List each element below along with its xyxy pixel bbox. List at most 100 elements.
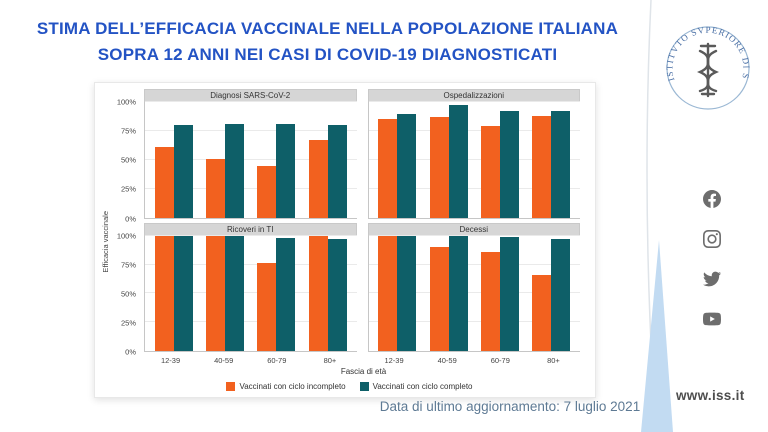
bar-incompleto-12-39 [154,235,174,352]
panel-decessi: Decessi [367,222,580,353]
bar-completo-80+ [327,239,347,352]
x-axis-labels: 12-39 40-59 60-79 80+ 12-39 40-59 60-79 80+ [112,356,587,366]
bar-completo-80+ [551,111,571,218]
y-tick-0: 0% [125,347,136,357]
gridline-75 [145,263,357,265]
bar-group-40-59 [199,235,250,352]
gridline-100 [368,234,580,236]
y-axis-title: Efficacia vaccinale [99,89,112,395]
bar-completo-60-79 [276,123,296,218]
bar-incompleto-40-59 [206,235,226,352]
bar-group-80+ [526,102,577,218]
legend-label-incompleto: Vaccinati con ciclo incompleto [239,382,346,391]
page-title-line2: SOPRA 12 ANNI NEI CASI DI COVID-19 DIAGN… [97,45,558,65]
svg-text:ISTITVTO SVPERIORE DI SANITÀ: ISTITVTO SVPERIORE DI SANITÀ [662,20,752,82]
gridline-50 [368,158,580,160]
y-axis-ticks: 0% 25% 50% 75% 100% [112,98,140,224]
bar-group-12-39 [372,102,423,218]
bar-incompleto-12-39 [378,119,398,218]
bar-completo-12-39 [173,125,193,218]
legend-swatch-incompleto [226,382,236,391]
bar-incompleto-40-59 [429,247,449,352]
bar-completo-60-79 [499,236,519,352]
gridline-50 [145,292,357,294]
x-axis-spacer [112,356,140,366]
y-tick-25: 25% [120,318,136,328]
bar-incompleto-60-79 [257,263,277,352]
x-label-60-79: 60-79 [490,356,510,366]
plot-ospedalizzazioni [367,101,580,219]
bar-group-40-59 [199,102,250,218]
bar-completo-12-39 [397,113,417,218]
iss-logo: ISTITVTO SVPERIORE DI SANITÀ [662,20,752,110]
website-link[interactable]: www.iss.it [676,388,745,403]
bar-incompleto-40-59 [206,158,226,218]
bar-completo-60-79 [499,111,519,218]
bar-group-60-79 [474,102,525,218]
bar-group-40-59 [423,235,474,352]
bar-group-60-79 [251,102,302,218]
x-label-40-59: 40-59 [437,356,457,366]
bar-group-60-79 [251,236,302,352]
x-labels-right: 12-39 40-59 60-79 80+ [368,356,581,366]
x-label-80+: 80+ [547,356,560,366]
bar-incompleto-40-59 [429,117,449,218]
legend-label-completo: Vaccinati con ciclo completo [372,382,473,391]
panel-diagnosi: Diagnosi SARS-CoV-2 [144,89,357,219]
gridline-25 [145,321,357,323]
last-update-note: Data di ultimo aggiornamento: 7 luglio 2… [379,399,641,414]
plot-diagnosi [144,101,357,219]
bar-incompleto-12-39 [154,147,174,218]
gridline-75 [145,129,357,131]
gridline-100 [145,234,357,236]
plot-ricoveri [144,234,357,353]
x-label-12-39: 12-39 [384,356,404,366]
iss-logo-text: ISTITVTO SVPERIORE DI SANITÀ [662,20,751,82]
bar-group-60-79 [474,236,525,352]
bar-incompleto-80+ [308,140,328,218]
bar-incompleto-80+ [532,274,552,352]
plot-decessi [367,234,580,353]
x-labels-left: 12-39 40-59 60-79 80+ [144,356,357,366]
legend-item-completo: Vaccinati con ciclo completo [359,382,473,391]
chart-legend: Vaccinati con ciclo incompleto Vaccinati… [112,378,587,395]
y-tick-50: 50% [120,289,136,299]
gridline-25 [368,187,580,189]
twitter-icon[interactable] [703,270,721,288]
bar-completo-60-79 [276,237,296,352]
bar-group-12-39 [148,102,199,218]
y-tick-100: 100% [116,97,136,107]
page-title-line1: STIMA DELL’EFFICACIA VACCINALE NELLA POP… [36,19,619,38]
gridline-100 [145,101,357,102]
gridline-100 [368,101,580,102]
bar-group-12-39 [148,235,199,352]
y-axis-title-text: Efficacia vaccinale [101,211,110,273]
gridline-25 [368,321,580,323]
page-title: STIMA DELL’EFFICACIA VACCINALE NELLA POP… [0,16,655,69]
facet-grid: 0% 25% 50% 75% 100% Diagnosi SARS-CoV-2 Ospe… [112,89,587,395]
gridline-25 [145,187,357,189]
y-axis-ticks: 0% 25% 50% 75% 100% [112,231,140,357]
y-tick-75: 75% [120,126,136,136]
gridline-50 [368,292,580,294]
y-tick-0: 0% [125,214,136,224]
bar-incompleto-60-79 [480,251,500,352]
bar-incompleto-60-79 [480,126,500,218]
gridline-75 [368,263,580,265]
bar-incompleto-80+ [308,235,328,352]
bar-group-80+ [526,236,577,352]
youtube-icon[interactable] [703,310,721,328]
bar-completo-40-59 [225,235,245,352]
instagram-icon[interactable] [703,230,721,248]
bar-group-80+ [302,102,353,218]
x-label-12-39: 12-39 [160,356,181,366]
facebook-icon[interactable] [703,190,721,208]
bar-completo-40-59 [225,123,245,218]
iss-staff-symbol [697,42,719,98]
gridline-75 [368,129,580,131]
bar-completo-12-39 [397,235,417,352]
gridline-50 [145,158,357,160]
bar-group-12-39 [372,235,423,352]
y-tick-50: 50% [120,155,136,165]
social-links [703,190,721,328]
